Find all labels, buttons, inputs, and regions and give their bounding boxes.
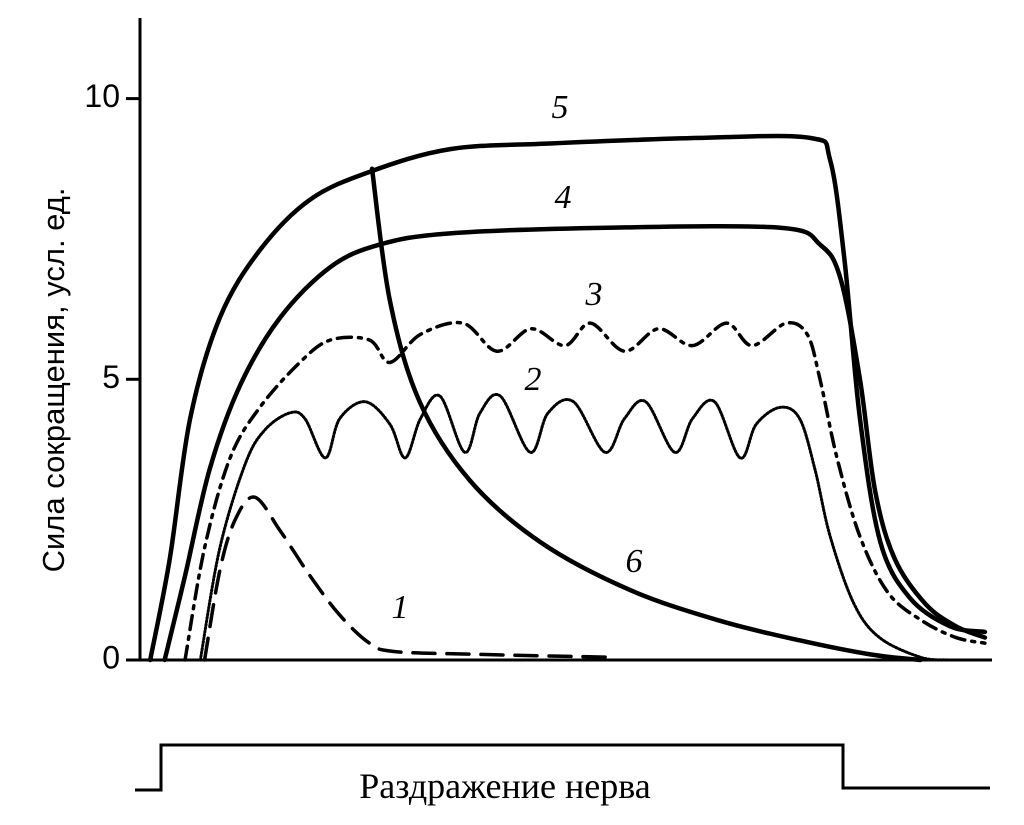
curve	[147, 133, 988, 663]
curve	[162, 223, 988, 663]
y-tick-label: 0	[102, 639, 120, 675]
curve	[202, 495, 610, 662]
curve-label: 5	[552, 89, 569, 126]
stimulus-label: Раздражение нерва	[359, 766, 651, 806]
stimulus-trace	[135, 743, 990, 792]
curve-label: 6	[626, 543, 643, 580]
y-axis-label: Сила сокращения, усл. ед.	[36, 188, 71, 573]
curve	[369, 166, 923, 663]
curve-label: 2	[525, 361, 542, 398]
y-tick-label: 10	[84, 78, 120, 114]
curve	[183, 320, 987, 662]
curve-label: 1	[392, 589, 409, 626]
curve	[198, 393, 949, 662]
curve-label: 3	[585, 276, 603, 313]
y-tick-label: 5	[102, 359, 120, 395]
curve-label: 4	[555, 179, 572, 216]
